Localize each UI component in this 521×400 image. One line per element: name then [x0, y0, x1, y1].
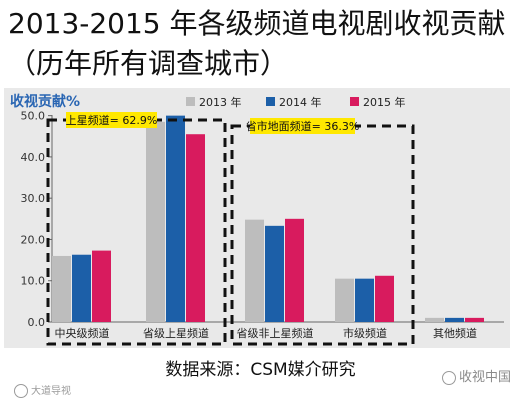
bar	[285, 218, 304, 322]
legend-label: 2013 年	[199, 95, 242, 109]
legend-swatch	[350, 97, 359, 106]
annotation-label-bg	[66, 112, 157, 128]
weibo-icon	[14, 384, 28, 398]
bar	[72, 254, 91, 322]
bar	[375, 275, 394, 322]
x-tick-label: 省级上星频道	[143, 326, 209, 340]
bar	[425, 317, 444, 322]
bar	[445, 317, 464, 322]
bar	[186, 134, 205, 322]
bar	[146, 121, 165, 322]
bar	[92, 250, 111, 322]
legend-label: 2014 年	[279, 95, 322, 109]
bar-chart: 收视贡献% 2013 年 2014 年 2015 年 0.0 10.0 20.0 30.0 40…	[10, 93, 504, 346]
bar	[245, 219, 264, 322]
bar	[465, 317, 484, 322]
annotation-label: 省市地面频道= 36.3%	[246, 119, 360, 133]
data-source: 数据来源：CSM媒介研究	[165, 360, 356, 380]
annotation-label: 上星频道= 62.9%	[66, 113, 158, 127]
bar	[52, 255, 71, 322]
legend-swatch	[266, 97, 275, 106]
annotation-label-bg	[250, 118, 355, 134]
chart-panel: 收视贡献% 2013 年 2014 年 2015 年 0.0 10.0 20.0 30.0 40…	[4, 88, 510, 348]
legend-swatch	[186, 97, 195, 106]
bar	[265, 225, 284, 322]
y-tick-label: 0.0	[28, 316, 46, 329]
x-tick-label: 市级频道	[343, 326, 387, 340]
watermark-left: 大道导视	[14, 382, 71, 398]
annotation-box	[46, 118, 227, 346]
x-tick-label: 省级非上星频道	[237, 326, 314, 340]
bar	[166, 115, 185, 322]
y-tick-label: 20.0	[21, 233, 46, 246]
page-title: 2013-2015 年各级频道电视剧收视贡献（历年所有调查城市）	[8, 7, 506, 80]
legend-label: 2015 年	[363, 95, 406, 109]
bar	[335, 278, 354, 322]
y-tick-label: 40.0	[21, 151, 46, 164]
x-tick-label: 中央级频道	[55, 326, 110, 340]
bar	[355, 278, 374, 322]
chart-title: 收视贡献%	[10, 93, 80, 110]
x-tick-label: 其他频道	[433, 326, 477, 340]
y-tick-label: 10.0	[21, 275, 46, 288]
y-tick-label: 50.0	[21, 110, 46, 123]
wechat-icon	[441, 370, 456, 385]
y-tick-label: 30.0	[21, 192, 46, 205]
watermark-right: 收视中国	[441, 366, 511, 385]
